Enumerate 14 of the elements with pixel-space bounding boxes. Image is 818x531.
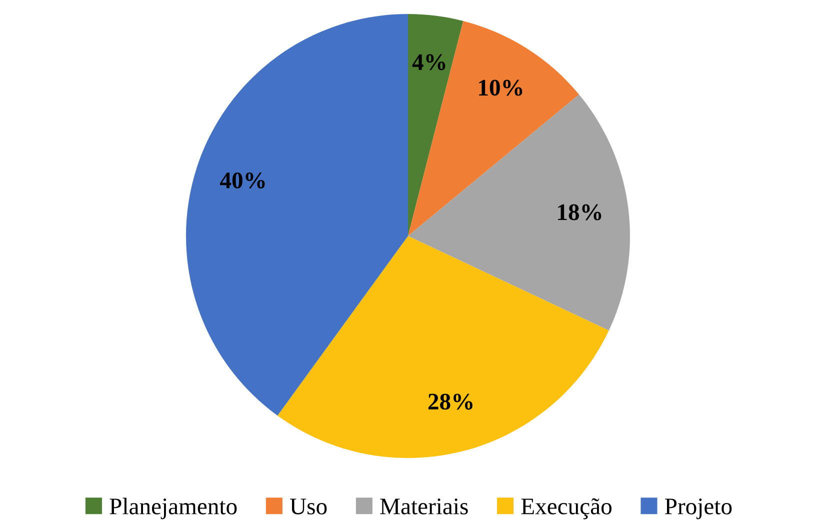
pie-slice [408,94,630,331]
data-label: 4% [412,54,446,70]
data-label: 28% [428,394,472,410]
data-label: 40% [220,172,265,188]
data-label: 10% [479,80,522,96]
legend-label: Planejamento [110,498,237,520]
legend-label: Projeto [665,498,732,520]
data-label: 18% [558,204,602,220]
pie-slice [278,236,609,458]
pie-slice [408,14,464,236]
legend-label: Materiais [380,498,468,514]
legend-label: Uso [290,498,327,514]
pie-slice [186,14,408,416]
legend-label: Execução [521,498,612,520]
